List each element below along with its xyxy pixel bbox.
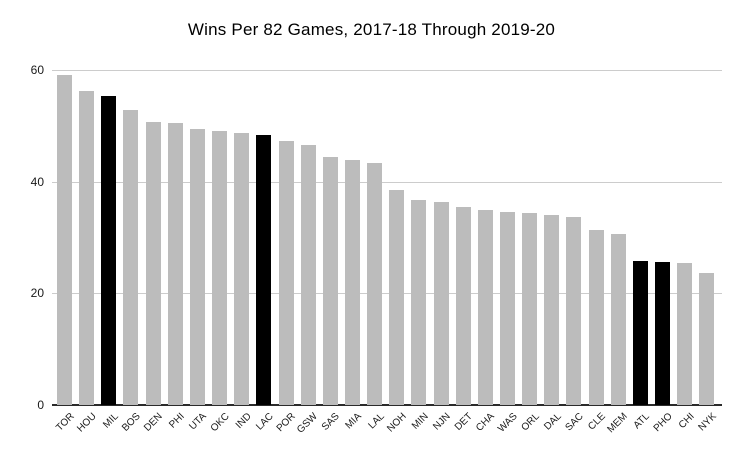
y-tick-label-0: 0 bbox=[37, 398, 44, 412]
y-tick-label-40: 40 bbox=[30, 174, 44, 189]
bar-NJN bbox=[433, 201, 449, 405]
chart-title: Wins Per 82 Games, 2017-18 Through 2019-… bbox=[187, 20, 556, 39]
bar-DEN bbox=[145, 122, 161, 405]
y-tick-label-60: 60 bbox=[30, 63, 44, 77]
bar-DET bbox=[455, 206, 471, 405]
bar-LAC bbox=[256, 135, 272, 405]
bar-NOH bbox=[389, 190, 405, 405]
bar-CHI bbox=[677, 263, 693, 405]
y-tick-label-20: 20 bbox=[30, 286, 44, 301]
bar-CLE bbox=[588, 229, 604, 405]
bar-MEM bbox=[610, 233, 626, 405]
bar-MIA bbox=[344, 160, 360, 405]
bar-ORL bbox=[522, 212, 538, 405]
gridline-20 bbox=[52, 293, 722, 295]
bar-OKC bbox=[212, 131, 228, 405]
bar-LAL bbox=[367, 163, 383, 405]
bar-MIL bbox=[101, 95, 117, 405]
gridline-40 bbox=[52, 181, 722, 183]
bar-MIN bbox=[411, 200, 427, 405]
x-axis-line bbox=[52, 404, 722, 406]
bar-TOR bbox=[57, 75, 72, 405]
bar-HOU bbox=[79, 90, 95, 405]
bar-IND bbox=[234, 132, 250, 405]
bar-CHA bbox=[477, 209, 493, 405]
bar-NYK bbox=[699, 272, 715, 405]
bar-ATL bbox=[632, 260, 648, 405]
bar-DAL bbox=[544, 214, 560, 405]
bar-PHO bbox=[655, 262, 671, 405]
bar-PHI bbox=[167, 123, 183, 405]
gridline-60 bbox=[52, 70, 722, 71]
bar-POR bbox=[278, 141, 294, 405]
bar-UTA bbox=[189, 129, 205, 405]
bar-WAS bbox=[500, 211, 515, 405]
bar-SAS bbox=[322, 157, 338, 405]
bar-GSW bbox=[300, 145, 316, 405]
bar-BOS bbox=[123, 110, 139, 405]
bar-SAC bbox=[566, 217, 582, 405]
